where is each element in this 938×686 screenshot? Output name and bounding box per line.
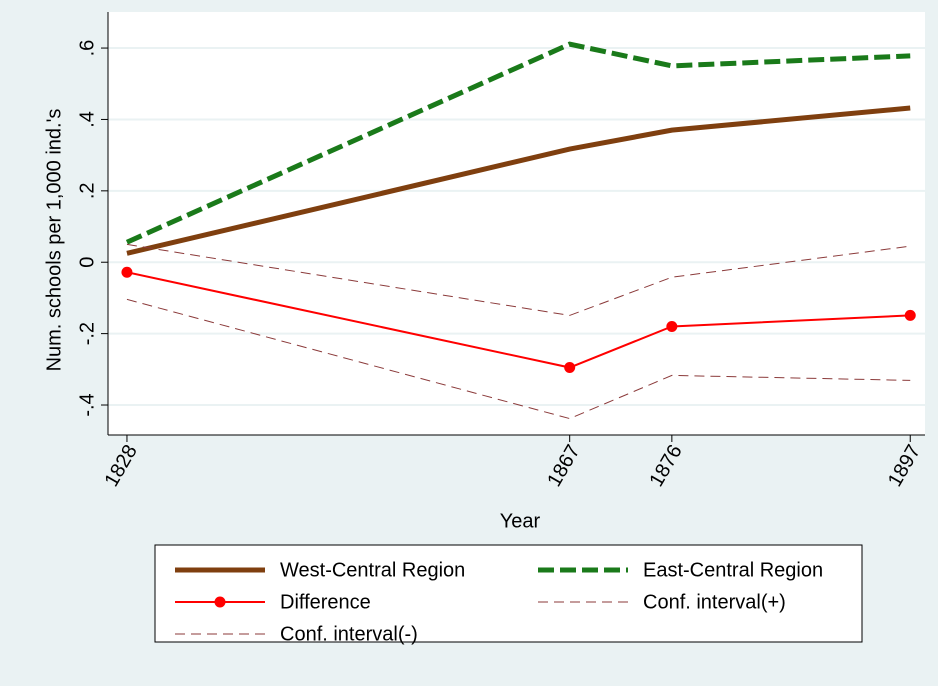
series-line [126, 271, 911, 369]
legend-label: Conf. interval(+) [643, 591, 786, 613]
x-tick-label: 1867 [543, 441, 584, 491]
y-tick-label: .2 [76, 182, 98, 199]
legend-label: Difference [280, 591, 371, 613]
x-tick-label: 1897 [884, 441, 925, 491]
y-tick-label: -.2 [76, 322, 98, 345]
series-line [125, 41, 911, 245]
series-marker [666, 320, 678, 332]
y-tick-label: 0 [76, 257, 98, 268]
y-tick-label: .4 [76, 111, 98, 128]
series-marker [564, 362, 576, 374]
legend-label: East-Central Region [643, 559, 823, 581]
x-tick-label: 1828 [101, 441, 142, 491]
plot-area [108, 12, 925, 435]
x-axis-label: Year [500, 510, 541, 532]
series-marker [904, 309, 916, 321]
legend-label: Conf. interval(-) [280, 623, 418, 645]
legend-marker [214, 596, 226, 608]
y-tick-label: -.4 [76, 393, 98, 416]
legend-label: West-Central Region [280, 559, 465, 581]
series-line [126, 298, 911, 420]
series-marker [121, 266, 133, 278]
legend-box [154, 544, 863, 643]
series-line [126, 105, 911, 256]
y-axis-label: Num. schools per 1,000 ind.'s [43, 109, 65, 372]
series-line [126, 243, 911, 316]
x-tick-label: 1876 [645, 441, 686, 491]
y-tick-label: .6 [76, 40, 98, 57]
